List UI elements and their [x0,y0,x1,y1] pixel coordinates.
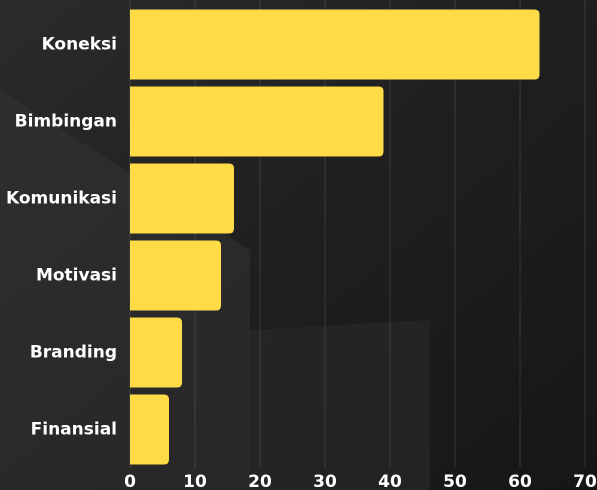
x-tick-label: 30 [313,472,337,490]
bar [130,163,234,234]
x-tick-label: 60 [508,472,532,490]
bar [130,317,182,388]
y-tick-label: Komunikasi [6,189,117,209]
y-tick-label: Motivasi [36,266,117,286]
x-tick-label: 20 [248,472,272,490]
background-shape [0,90,250,490]
bar [130,394,169,465]
x-tick-label: 50 [443,472,467,490]
x-tick-label: 0 [124,472,136,490]
y-tick-label: Finansial [31,420,117,440]
bar [130,86,384,157]
bar [130,240,221,311]
background-shape [250,320,430,490]
y-tick-label: Koneksi [42,35,117,55]
x-tick-label: 40 [378,472,402,490]
y-tick-label: Bimbingan [15,112,117,132]
y-tick-label: Branding [30,343,117,363]
x-tick-label: 70 [573,472,597,490]
x-tick-label: 10 [183,472,207,490]
bar [130,9,540,80]
